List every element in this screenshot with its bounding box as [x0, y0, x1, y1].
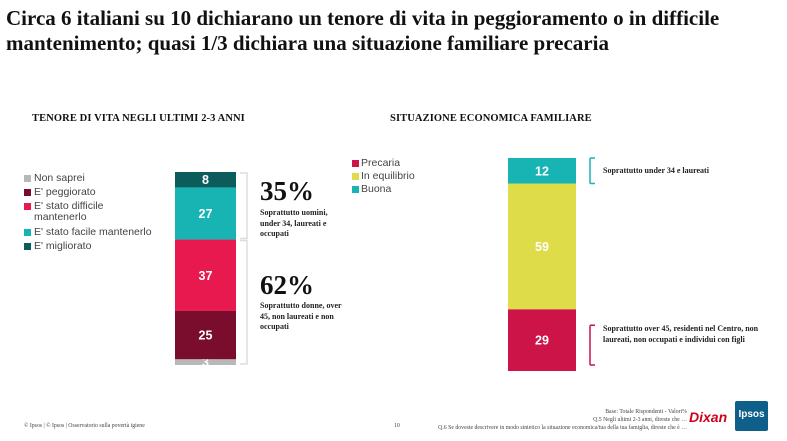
legend-label-buona: Buona — [361, 183, 392, 195]
bracket-precaria — [589, 324, 595, 366]
footer-q5: Q.5 Negli ultimi 2-3 anni, direste che … — [593, 417, 687, 423]
data-label-non-saprei: 3 — [202, 356, 209, 370]
data-label-e-peggiorato: 25 — [199, 329, 213, 343]
legend-swatch-buona — [352, 186, 359, 193]
annotation-value-35: 35% — [260, 176, 314, 206]
legend-label-difficile: E' stato difficile mantenerlo — [34, 200, 104, 223]
footer-page-number: 10 — [394, 423, 400, 429]
data-label-e-migliorato: 8 — [202, 173, 209, 187]
dixan-logo-text: Dixan — [689, 409, 728, 425]
annotation-value-62: 62% — [260, 270, 314, 300]
data-label-e-stato-facile-mantenerlo: 27 — [199, 207, 213, 221]
chart-title-tenore: TENORE DI VITA NEGLI ULTIMI 2-3 ANNI — [32, 113, 245, 124]
legend-label-non-saprei: Non saprei — [34, 172, 85, 184]
legend-swatch-non-saprei — [24, 175, 31, 182]
data-label-e-stato-difficile-mantenerlo: 37 — [199, 269, 213, 283]
legend-swatch-facile — [24, 229, 31, 236]
legend-label-precaria: Precaria — [361, 157, 401, 169]
bar-segment-e-migliorato — [175, 172, 236, 188]
data-label-in-equilibrio: 59 — [535, 240, 549, 254]
dixan-logo: Dixan — [689, 409, 730, 431]
legend-label-migliorato: E' migliorato — [34, 240, 92, 252]
ipsos-logo: Ipsos — [735, 401, 768, 431]
footer-q6: Q.6 Se doveste descrivere in modo sintet… — [438, 425, 687, 431]
bar-segment-buona — [508, 158, 576, 184]
bar-segment-in-equilibrio — [508, 183, 576, 310]
legend-label-peggiorato: E' peggiorato — [34, 186, 96, 198]
annotation-text-62: Soprattutto donne, over 45, non laureati… — [260, 301, 342, 331]
bar-segment-e-stato-difficile-mantenerlo — [175, 239, 236, 311]
footer-base: Base: Totale Rispondenti - Valori% — [605, 409, 687, 415]
bracket-35 — [240, 172, 248, 240]
bracket-buona — [589, 157, 595, 185]
bar-segment-precaria — [508, 309, 576, 371]
bar-segment-non-saprei — [175, 359, 236, 365]
footer-copyright: © Ipsos | © Ipsos | Osservatorio sulla p… — [24, 423, 145, 429]
data-label-buona: 12 — [535, 164, 549, 178]
bar-segment-e-peggiorato — [175, 310, 236, 360]
legend-label-equilibrio: In equilibrio — [361, 170, 415, 182]
legend-swatch-difficile — [24, 203, 31, 210]
legend-swatch-equilibrio — [352, 173, 359, 180]
bracket-62 — [240, 239, 248, 365]
annotation-text-35: Soprattutto uomini, under 34, laureati e… — [260, 208, 328, 238]
annotation-text-buona: Soprattutto under 34 e laureati — [603, 166, 709, 175]
legend-label-facile: E' stato facile mantenerlo — [34, 226, 152, 238]
bar-segment-e-stato-facile-mantenerlo — [175, 187, 236, 240]
annotation-text-precaria: Soprattutto over 45, residenti nel Centr… — [603, 324, 759, 344]
legend-swatch-peggiorato — [24, 189, 31, 196]
legend-swatch-migliorato — [24, 243, 31, 250]
legend-swatch-precaria — [352, 160, 359, 167]
ipsos-logo-text: Ipsos — [738, 409, 765, 420]
chart-title-situazione: SITUAZIONE ECONOMICA FAMILIARE — [390, 113, 592, 124]
page-title: Circa 6 italiani su 10 dichiarano un ten… — [6, 6, 720, 55]
data-label-precaria: 29 — [535, 334, 549, 348]
